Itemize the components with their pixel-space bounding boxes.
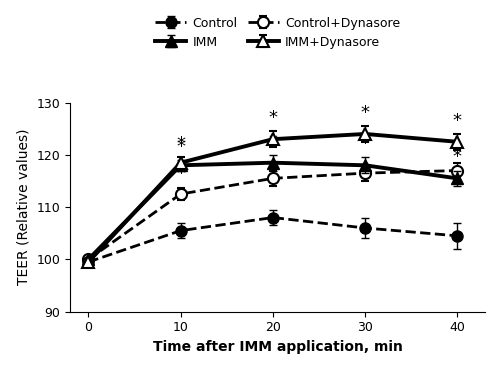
Y-axis label: TEER (Relative values): TEER (Relative values)	[17, 129, 31, 285]
Legend: Control, IMM, Control+Dynasore, IMM+Dynasore: Control, IMM, Control+Dynasore, IMM+Dyna…	[155, 17, 400, 49]
Text: *: *	[360, 104, 370, 122]
Text: *: *	[176, 135, 185, 153]
Text: *: *	[453, 112, 462, 130]
Text: *: *	[453, 148, 462, 166]
X-axis label: Time after IMM application, min: Time after IMM application, min	[152, 340, 402, 354]
Text: *: *	[176, 138, 185, 156]
Text: *: *	[268, 133, 278, 150]
Text: *: *	[268, 109, 278, 127]
Text: *: *	[360, 135, 370, 153]
Text: *: *	[176, 165, 185, 182]
